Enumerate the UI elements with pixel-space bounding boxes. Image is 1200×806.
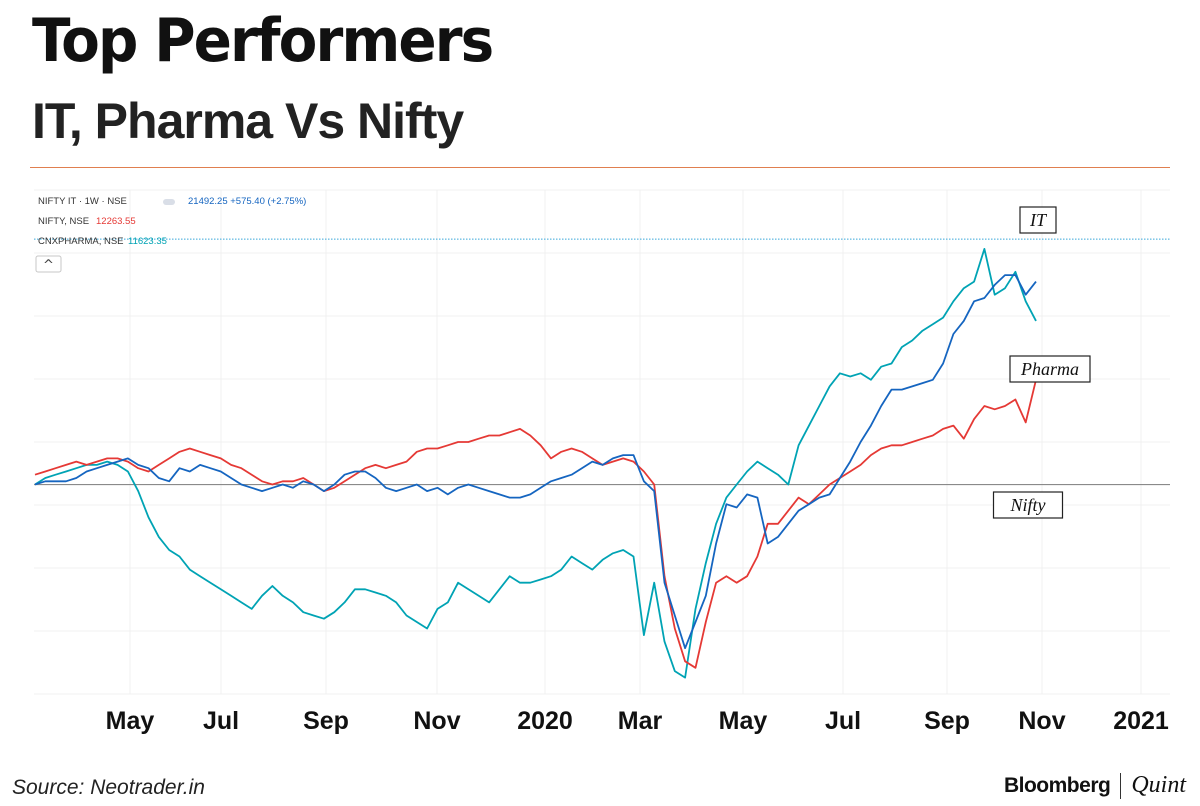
x-tick-label: Mar — [618, 707, 663, 735]
x-tick-label: 2020 — [517, 707, 573, 735]
series-label-box-pharma — [1009, 355, 1091, 383]
legend-label: NIFTY IT · 1W · NSE — [38, 196, 127, 207]
brand-secondary: Quint — [1131, 772, 1186, 798]
legend-value: 12263.55 — [96, 216, 136, 227]
brand-logo: Bloomberg Quint — [1004, 772, 1186, 799]
series-label-nifty: Nifty — [1010, 495, 1046, 515]
x-tick-label: Jul — [825, 707, 861, 735]
series-label-box-it — [1019, 206, 1057, 234]
x-axis-ticks: May Jul Sep Nov 2020 Mar May Jul Sep Nov 2021 — [106, 707, 1169, 735]
collapse-button[interactable] — [35, 255, 62, 273]
series-label-it: IT — [1029, 210, 1048, 230]
x-tick-label: May — [106, 707, 155, 735]
series-line-it — [34, 274, 1037, 650]
series-layer — [34, 248, 1037, 679]
x-tick-label: 2021 — [1113, 707, 1169, 735]
x-tick-label: Nov — [1018, 707, 1065, 735]
x-tick-label: Jul — [203, 707, 239, 735]
series-label-pharma: Pharma — [1020, 359, 1079, 379]
x-tick-label: Nov — [413, 707, 460, 735]
brand-primary: Bloomberg — [1003, 773, 1111, 797]
legend-label: CNXPHARMA, NSE — [38, 236, 124, 247]
grid-lines — [34, 189, 1170, 695]
series-labels: IT Nifty Pharma — [992, 206, 1091, 519]
line-chart: NIFTY IT · 1W · NSE 21492.25 +575.40 (+2.… — [34, 189, 1170, 735]
legend-toggle[interactable] — [163, 199, 175, 205]
collapse-icon: ^ — [43, 258, 54, 273]
legend-value: 11623.35 — [128, 236, 167, 247]
source-note: Source: Neotrader.in — [12, 776, 205, 799]
legend-label: NIFTY, NSE — [38, 216, 89, 227]
header-divider — [30, 167, 1170, 168]
chart-title: Top Performers — [32, 6, 494, 76]
legend: NIFTY IT · 1W · NSE 21492.25 +575.40 (+2.… — [35, 196, 306, 273]
series-label-box-nifty — [992, 491, 1064, 519]
brand-divider — [1120, 772, 1122, 799]
x-tick-label: Sep — [303, 707, 349, 735]
legend-value: 21492.25 +575.40 (+2.75%) — [188, 196, 306, 207]
series-line-nifty — [34, 379, 1037, 669]
series-line-pharma — [34, 248, 1037, 679]
x-tick-label: May — [719, 707, 768, 735]
chart-subtitle: IT, Pharma Vs Nifty — [32, 93, 464, 149]
x-tick-label: Sep — [924, 707, 970, 735]
